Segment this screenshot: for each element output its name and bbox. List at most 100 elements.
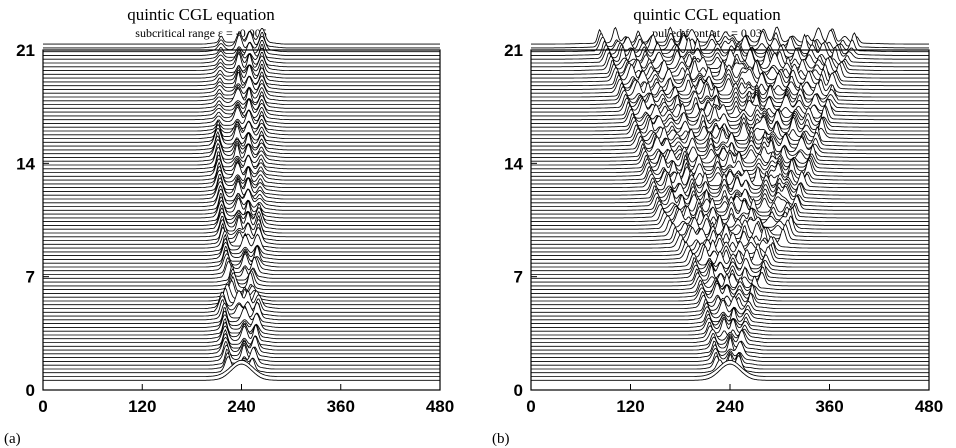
series-line-t88 <box>531 29 929 49</box>
y-tick-label: 0 <box>514 381 523 400</box>
series-line-t57 <box>531 146 929 166</box>
series-line-t1 <box>531 359 929 377</box>
series-line-t19 <box>531 292 929 309</box>
series-line-t72 <box>531 90 929 109</box>
series-line-t9 <box>43 328 440 347</box>
series-line-t44 <box>531 195 929 215</box>
series-line-t66 <box>531 112 929 132</box>
series-line-t38 <box>531 219 929 238</box>
series-line-t37 <box>531 222 929 241</box>
series-line-t11 <box>43 321 440 340</box>
series-fill <box>43 87 440 105</box>
series-fill <box>43 151 440 169</box>
series-fill <box>43 51 440 67</box>
series-line-t33 <box>531 239 929 257</box>
series-fill <box>43 181 440 199</box>
y-tick-label: 14 <box>504 154 523 173</box>
series-line-t82 <box>43 52 440 72</box>
series-line-t8 <box>531 334 929 351</box>
series-fill <box>531 243 929 260</box>
series-line-t29 <box>43 252 440 272</box>
series-line-t48 <box>531 181 929 200</box>
series-fill <box>43 307 440 324</box>
series-line-t34 <box>43 233 440 253</box>
series-fill <box>531 206 929 222</box>
series-line-t23 <box>531 279 929 294</box>
series-line-t69 <box>43 104 440 121</box>
series-line-t76 <box>531 75 929 94</box>
series-fill <box>43 132 440 150</box>
series-line-t45 <box>43 192 440 211</box>
series-line-t75 <box>531 80 929 98</box>
series-fill <box>43 34 440 52</box>
series-fill <box>531 200 929 218</box>
series-line-t71 <box>43 98 440 113</box>
y-tick-label: 21 <box>504 41 523 60</box>
series-fill <box>531 300 929 317</box>
series-line-t21 <box>531 282 929 302</box>
series-line-t67 <box>43 109 440 128</box>
series-line-t53 <box>531 161 929 181</box>
series-line-t89 <box>531 26 929 45</box>
series-line-t7 <box>43 335 440 355</box>
series-fill <box>43 166 440 184</box>
y-axis-a: 0 7 14 21 <box>16 41 49 400</box>
series-line-t27 <box>531 260 929 279</box>
series-line-t87 <box>531 33 929 53</box>
x-axis-b: 0 120 240 360 480 <box>526 384 943 416</box>
series-line-t51 <box>43 169 440 189</box>
series-fill <box>531 364 929 381</box>
series-fill <box>43 135 440 154</box>
x-tick-label: 480 <box>915 397 943 416</box>
y-tick-label: 7 <box>514 268 523 287</box>
y-tick-label: 21 <box>16 41 35 60</box>
series-fill <box>43 299 440 317</box>
series-fill <box>531 45 929 63</box>
series-line-t10 <box>531 328 929 343</box>
series-line-t73 <box>531 88 929 105</box>
series-fill <box>43 64 440 79</box>
series-fill <box>531 258 929 275</box>
series-line-t88 <box>43 30 440 49</box>
series-line-t25 <box>531 271 929 287</box>
series-fill <box>43 95 440 109</box>
x-tick-label: 240 <box>227 397 255 416</box>
series-fill <box>43 311 440 328</box>
series-line-t75 <box>43 83 440 98</box>
series-line-t1 <box>43 359 440 377</box>
series-line-t9 <box>531 330 929 347</box>
panel-b: quintic CGL equation pulled front at ε =… <box>492 5 943 447</box>
y-tick-label: 7 <box>26 268 35 287</box>
series-line-t79 <box>43 64 440 83</box>
series-line-t18 <box>43 295 440 313</box>
series-line-t69 <box>531 102 929 121</box>
series-line-t0 <box>43 363 440 381</box>
series-line-t59 <box>43 139 440 158</box>
series-fill <box>531 306 929 320</box>
series-fill <box>531 182 929 199</box>
series-fill <box>43 72 440 90</box>
series-line-t79 <box>531 63 929 83</box>
series-line-t17 <box>531 299 929 317</box>
series-fill <box>531 159 929 177</box>
series-fill <box>531 283 929 301</box>
series-line-t5 <box>43 343 440 362</box>
series-line-t64 <box>43 119 440 139</box>
series-line-t67 <box>531 108 929 128</box>
series-line-t25 <box>43 268 440 287</box>
series-fill <box>43 124 440 143</box>
series-line-t36 <box>43 226 440 245</box>
series-line-t39 <box>43 214 440 234</box>
series-line-t43 <box>531 199 929 219</box>
series-line-t19 <box>43 289 440 309</box>
series-line-t59 <box>531 138 929 158</box>
series-line-t14 <box>43 310 440 328</box>
series-line-t46 <box>43 188 440 207</box>
series-fill <box>531 337 929 354</box>
series-line-t26 <box>43 265 440 283</box>
series-line-t41 <box>43 207 440 226</box>
series-line-t72 <box>43 95 440 109</box>
series-line-t28 <box>531 257 929 275</box>
series-line-t73 <box>43 86 440 105</box>
